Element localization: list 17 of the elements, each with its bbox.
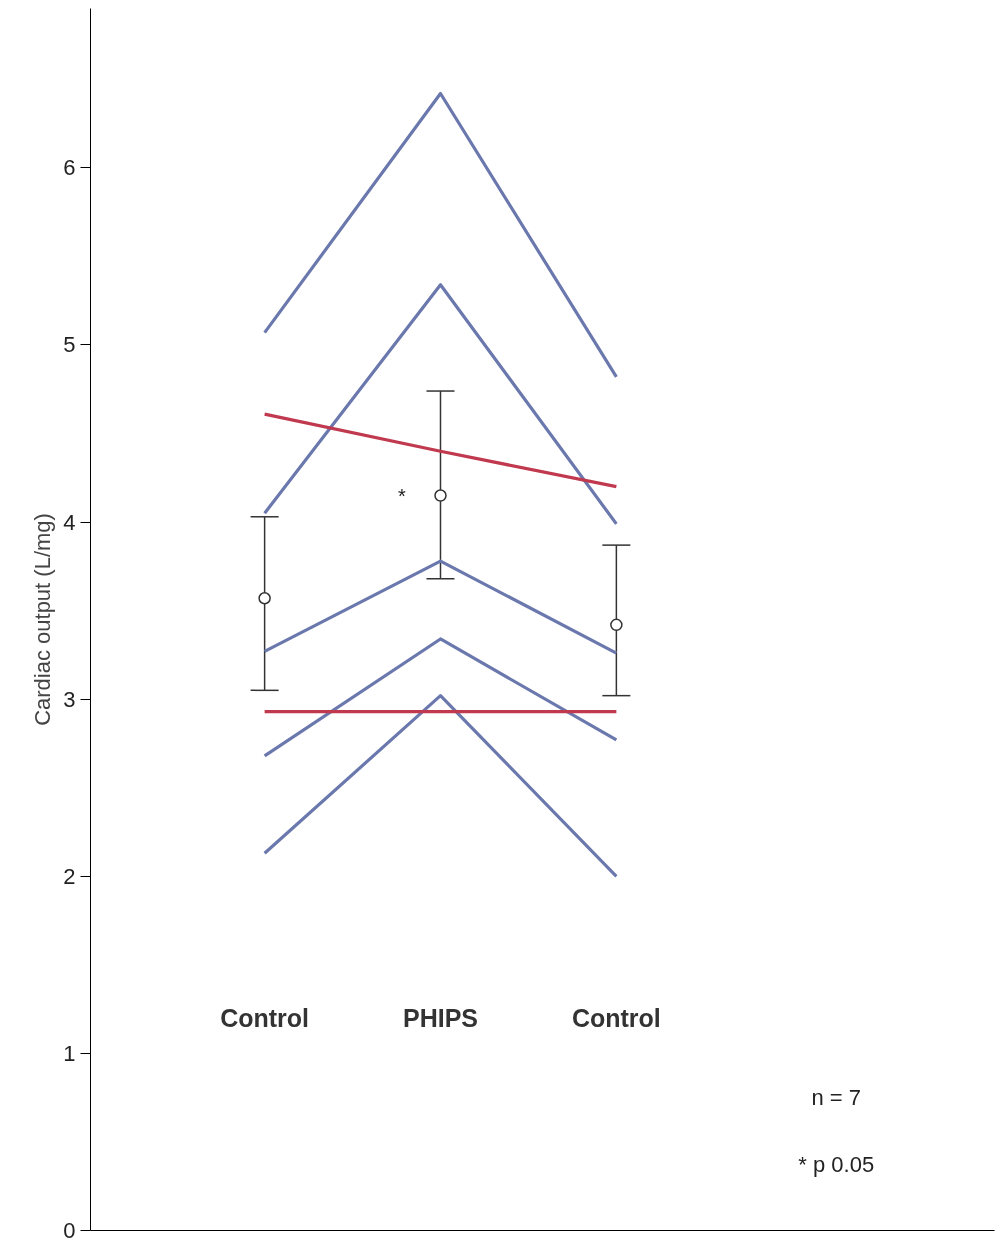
y-tick-label: 1 [63,1040,76,1066]
y-tick-label: 3 [63,686,76,712]
text: n = 7 [811,1085,861,1111]
x-tick-label: Control [220,1003,310,1032]
y-tick-label: 6 [63,155,76,181]
y-tick-label: 5 [63,332,76,358]
x-tick-label: PHIPS [402,1003,479,1032]
y-tick-label: 0 [63,1218,76,1243]
y-tick-label: 2 [63,863,76,889]
point [434,489,447,502]
text: * p 0.05 [798,1152,875,1178]
y-tick-label: 4 [63,509,76,535]
y-axis-title: Cardiac output (L/mg) [30,513,56,726]
annotation: * [397,484,406,507]
point [610,618,623,632]
point [258,592,271,605]
x-tick-label: Control [571,1003,661,1032]
